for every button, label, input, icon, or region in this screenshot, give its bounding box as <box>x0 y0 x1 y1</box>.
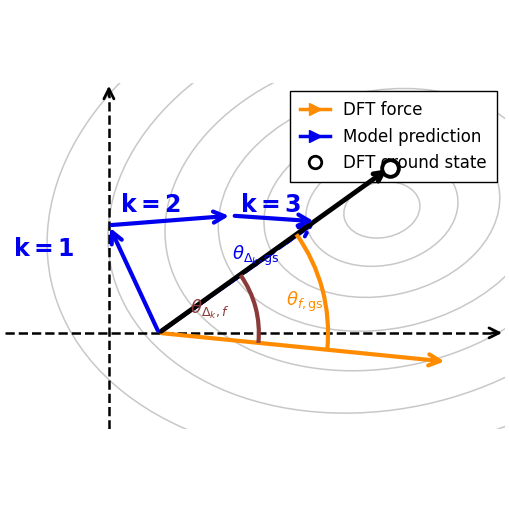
Text: $\theta_{\Delta_k,\mathrm{gs}}$: $\theta_{\Delta_k,\mathrm{gs}}$ <box>232 244 279 268</box>
Text: $\theta_{f,\mathrm{gs}}$: $\theta_{f,\mathrm{gs}}$ <box>285 290 323 314</box>
Text: $\theta_{\Delta_k,f}$: $\theta_{\Delta_k,f}$ <box>189 297 229 321</box>
Text: $\mathbf{k=2}$: $\mathbf{k=2}$ <box>120 193 181 217</box>
Text: $\mathbf{k=1}$: $\mathbf{k=1}$ <box>13 237 74 261</box>
Text: $\mathbf{k=3}$: $\mathbf{k=3}$ <box>239 193 300 217</box>
Legend: DFT force, Model prediction, DFT ground state: DFT force, Model prediction, DFT ground … <box>289 91 496 182</box>
